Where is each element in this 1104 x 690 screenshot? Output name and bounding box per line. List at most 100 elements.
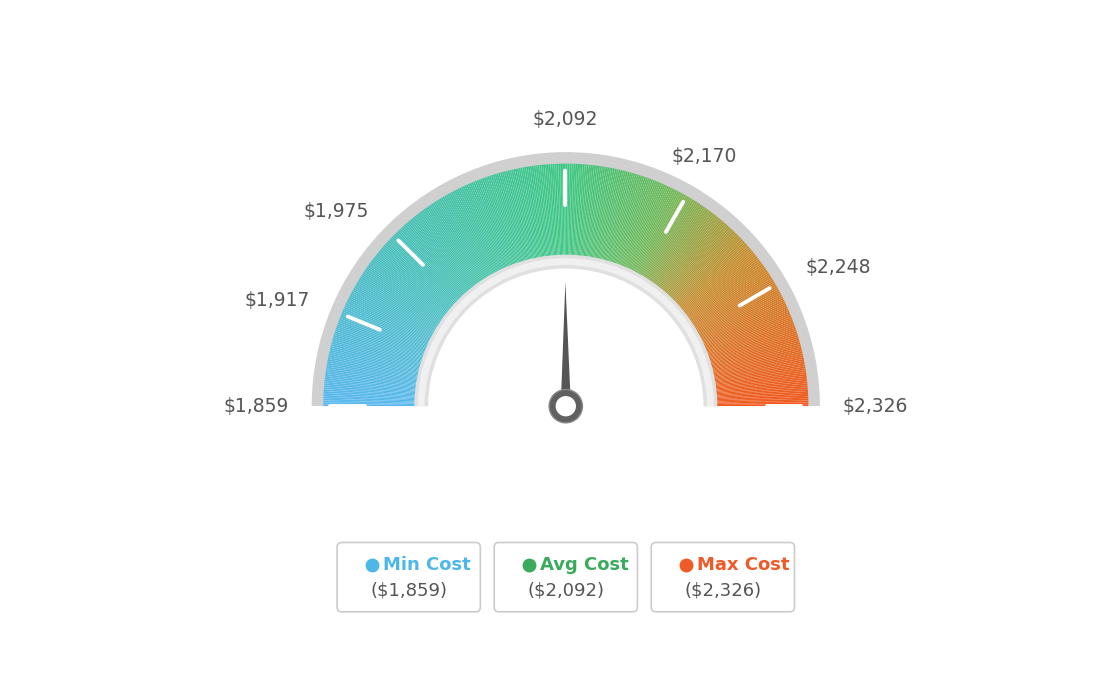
Wedge shape	[594, 168, 615, 266]
Wedge shape	[697, 308, 788, 349]
Wedge shape	[672, 244, 747, 311]
Wedge shape	[708, 374, 806, 388]
Wedge shape	[709, 399, 808, 403]
Wedge shape	[693, 295, 782, 341]
Text: $2,326: $2,326	[843, 397, 909, 415]
Wedge shape	[559, 164, 562, 263]
Wedge shape	[478, 179, 516, 273]
Wedge shape	[326, 370, 424, 386]
Wedge shape	[332, 339, 428, 367]
Wedge shape	[633, 192, 681, 280]
Wedge shape	[628, 188, 672, 277]
Wedge shape	[651, 211, 711, 292]
Wedge shape	[381, 247, 458, 313]
Wedge shape	[601, 171, 626, 268]
Wedge shape	[405, 223, 471, 299]
Wedge shape	[657, 219, 722, 297]
Wedge shape	[353, 288, 440, 337]
Wedge shape	[626, 186, 669, 277]
Wedge shape	[708, 370, 806, 386]
Wedge shape	[703, 337, 798, 366]
Wedge shape	[709, 402, 808, 405]
Wedge shape	[332, 340, 428, 368]
Wedge shape	[341, 313, 434, 353]
Wedge shape	[664, 228, 732, 302]
Wedge shape	[413, 217, 476, 295]
Wedge shape	[709, 385, 808, 395]
Wedge shape	[611, 175, 643, 270]
Wedge shape	[354, 286, 442, 336]
Wedge shape	[590, 167, 607, 265]
Wedge shape	[336, 328, 431, 361]
Wedge shape	[647, 207, 705, 289]
Wedge shape	[538, 165, 550, 264]
Wedge shape	[325, 384, 423, 394]
Wedge shape	[631, 191, 679, 279]
Wedge shape	[582, 165, 594, 264]
Wedge shape	[323, 387, 423, 396]
Wedge shape	[535, 166, 549, 264]
Wedge shape	[699, 317, 792, 355]
Wedge shape	[575, 164, 583, 264]
Wedge shape	[428, 206, 486, 288]
Wedge shape	[609, 175, 640, 270]
Wedge shape	[650, 210, 710, 291]
Wedge shape	[526, 167, 543, 265]
Wedge shape	[423, 263, 709, 406]
Wedge shape	[349, 296, 438, 342]
Text: $1,859: $1,859	[223, 397, 288, 415]
Wedge shape	[635, 194, 684, 282]
Circle shape	[549, 390, 583, 423]
Wedge shape	[484, 177, 519, 271]
Wedge shape	[551, 164, 558, 264]
Wedge shape	[679, 257, 758, 319]
Wedge shape	[433, 202, 488, 286]
Wedge shape	[608, 175, 639, 270]
Wedge shape	[640, 199, 694, 285]
Wedge shape	[625, 185, 667, 276]
Wedge shape	[688, 278, 773, 331]
Wedge shape	[584, 166, 598, 264]
Wedge shape	[694, 298, 784, 343]
Wedge shape	[583, 166, 596, 264]
Wedge shape	[414, 255, 718, 406]
Wedge shape	[694, 302, 785, 345]
Wedge shape	[680, 259, 760, 320]
Wedge shape	[587, 166, 604, 265]
Wedge shape	[454, 190, 501, 279]
Wedge shape	[340, 317, 433, 355]
Wedge shape	[684, 271, 768, 328]
Wedge shape	[698, 310, 789, 351]
Wedge shape	[646, 206, 703, 288]
Wedge shape	[423, 209, 482, 290]
Text: $1,975: $1,975	[304, 201, 369, 221]
Wedge shape	[394, 233, 465, 305]
Wedge shape	[385, 243, 460, 310]
Wedge shape	[326, 374, 424, 388]
Wedge shape	[330, 348, 427, 373]
Wedge shape	[465, 185, 507, 276]
Wedge shape	[701, 326, 795, 359]
Wedge shape	[421, 211, 480, 292]
Wedge shape	[667, 235, 739, 306]
Wedge shape	[379, 250, 456, 315]
Wedge shape	[309, 406, 822, 662]
Wedge shape	[355, 284, 442, 335]
Wedge shape	[549, 164, 556, 264]
Wedge shape	[333, 337, 428, 366]
Wedge shape	[562, 164, 564, 263]
Wedge shape	[682, 265, 764, 324]
Wedge shape	[373, 257, 453, 319]
Wedge shape	[690, 284, 776, 335]
Wedge shape	[342, 312, 434, 351]
Wedge shape	[397, 230, 467, 304]
Wedge shape	[616, 179, 654, 273]
Wedge shape	[543, 164, 553, 264]
Wedge shape	[404, 224, 471, 299]
Wedge shape	[686, 275, 771, 329]
Wedge shape	[386, 241, 460, 310]
Wedge shape	[359, 278, 444, 331]
Text: Max Cost: Max Cost	[698, 556, 790, 574]
Wedge shape	[497, 173, 526, 269]
Wedge shape	[684, 270, 767, 326]
